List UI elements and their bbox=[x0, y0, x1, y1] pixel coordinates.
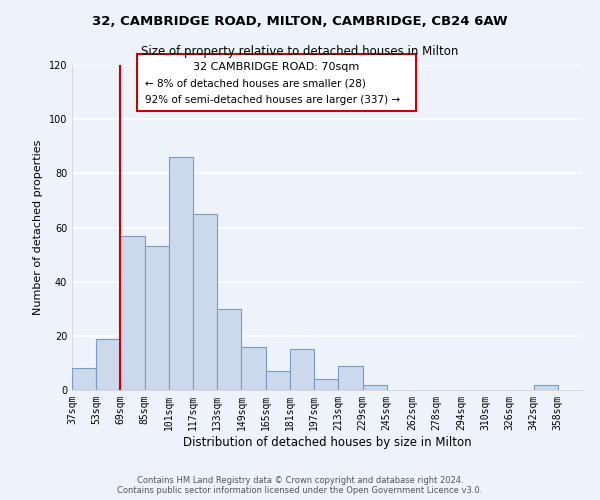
Bar bbox=[362, 384, 387, 390]
Text: 92% of semi-detached houses are larger (337) →: 92% of semi-detached houses are larger (… bbox=[145, 94, 400, 104]
Bar bbox=[266, 371, 290, 390]
Bar bbox=[121, 236, 145, 390]
Bar bbox=[193, 214, 217, 390]
Bar bbox=[338, 366, 362, 390]
Bar bbox=[290, 350, 314, 390]
Bar bbox=[96, 338, 121, 390]
Bar bbox=[217, 308, 241, 390]
Bar bbox=[169, 157, 193, 390]
Text: 32 CAMBRIDGE ROAD: 70sqm: 32 CAMBRIDGE ROAD: 70sqm bbox=[193, 62, 359, 72]
Y-axis label: Number of detached properties: Number of detached properties bbox=[33, 140, 43, 315]
FancyBboxPatch shape bbox=[137, 54, 416, 111]
Bar bbox=[72, 368, 96, 390]
Bar bbox=[533, 384, 558, 390]
Text: Size of property relative to detached houses in Milton: Size of property relative to detached ho… bbox=[142, 45, 458, 58]
Text: 32, CAMBRIDGE ROAD, MILTON, CAMBRIDGE, CB24 6AW: 32, CAMBRIDGE ROAD, MILTON, CAMBRIDGE, C… bbox=[92, 15, 508, 28]
Bar bbox=[241, 346, 266, 390]
Bar bbox=[314, 379, 338, 390]
Text: ← 8% of detached houses are smaller (28): ← 8% of detached houses are smaller (28) bbox=[145, 78, 365, 88]
X-axis label: Distribution of detached houses by size in Milton: Distribution of detached houses by size … bbox=[182, 436, 472, 448]
Text: Contains HM Land Registry data © Crown copyright and database right 2024.
Contai: Contains HM Land Registry data © Crown c… bbox=[118, 476, 482, 495]
Bar bbox=[145, 246, 169, 390]
